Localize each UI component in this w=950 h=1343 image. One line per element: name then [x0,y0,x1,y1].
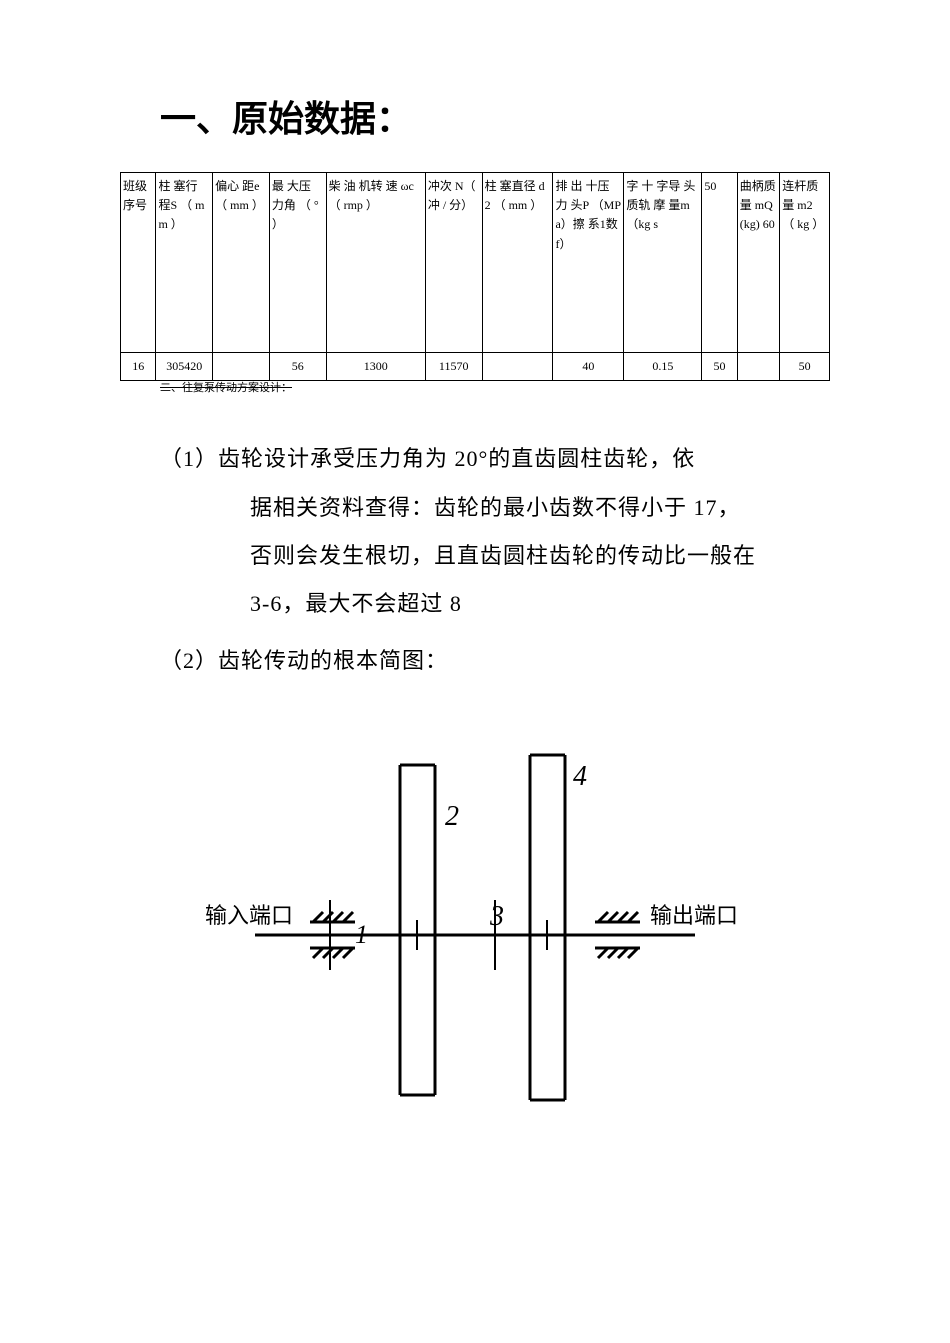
label-input: 输入端口 [205,903,293,928]
th-8: 字 十 字导 头 质轨 摩 量m （kg s [624,173,702,353]
td-4: 1300 [326,353,425,381]
num-4: 4 [573,761,587,792]
content-body: （1）齿轮设计承受压力角为 20°的直齿圆柱齿轮，依 据相关资料查得：齿轮的最小… [160,435,830,685]
label-output: 输出端口 [650,903,738,928]
item-1-line-2: 否则会发生根切，且直齿圆柱齿轮的传动比一般在 [160,532,830,580]
td-10 [737,353,780,381]
th-4: 柴 油 机转 速 ωc （ rmp ） [326,173,425,353]
td-5: 11570 [425,353,482,381]
table-row: 16 305420 56 1300 11570 40 0.15 50 50 [121,353,830,381]
item-1-line-0: （1）齿轮设计承受压力角为 20°的直齿圆柱齿轮，依 [160,435,830,483]
footnote: 二、往复泵传动方案设计： [160,379,830,395]
th-9: 50 [702,173,737,353]
item-1-line-1: 据相关资料查得：齿轮的最小齿数不得小于 17， [160,484,830,532]
num-1: 1 [355,920,368,949]
item-2: （2）齿轮传动的根本简图： [160,637,830,685]
page-title: 一、原始数据： [160,90,830,142]
th-11: 连杆质量 m2 （ kg ） [780,173,830,353]
th-3: 最 大压 力角 （ ° ） [269,173,326,353]
td-3: 56 [269,353,326,381]
num-2: 2 [445,801,459,832]
transmission-diagram: 输入端口 输出端口 1 2 3 4 [120,725,830,1110]
item-1-line-3: 3-6，最大不会超过 8 [160,580,830,628]
th-7: 排 出 十压 力 头P （MP a）擦 系1数 f） [553,173,624,353]
td-2 [213,353,270,381]
th-2: 偏心 距e （ mm ） [213,173,270,353]
th-6: 柱 塞直径 d2 （ mm ） [482,173,553,353]
num-3: 3 [489,901,504,932]
data-table: 班级序号 柱 塞行 程S （ mm ） 偏心 距e （ mm ） 最 大压 力角… [120,172,830,381]
th-10: 曲柄质量 mQ(kg) 60 [737,173,780,353]
td-7: 40 [553,353,624,381]
td-9: 50 [702,353,737,381]
td-1: 305420 [156,353,213,381]
th-1: 柱 塞行 程S （ mm ） [156,173,213,353]
td-8: 0.15 [624,353,702,381]
td-6 [482,353,553,381]
td-11: 50 [780,353,830,381]
td-0: 16 [121,353,156,381]
th-0: 班级序号 [121,173,156,353]
th-5: 冲次 N（ 冲 / 分） [425,173,482,353]
